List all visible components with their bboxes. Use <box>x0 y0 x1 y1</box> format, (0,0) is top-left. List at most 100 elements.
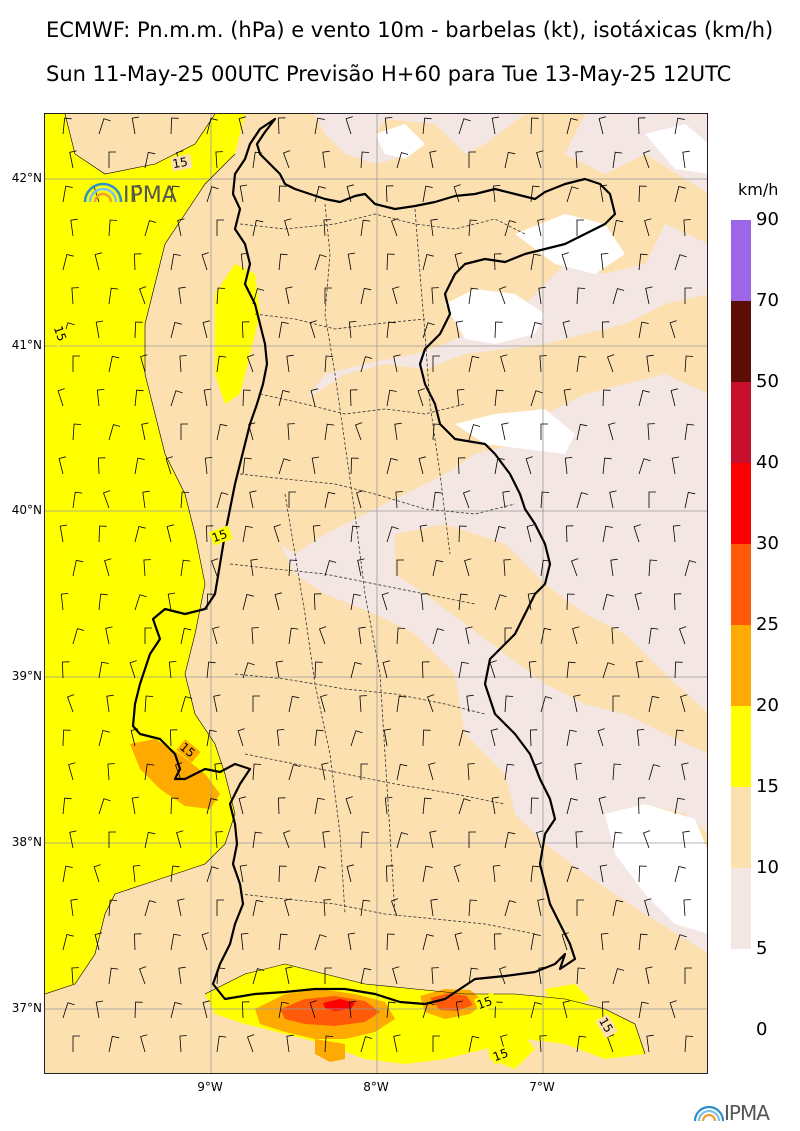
wind-barb <box>396 559 404 576</box>
wind-barb <box>240 253 249 271</box>
wind-barb <box>562 320 570 339</box>
wind-barb <box>648 491 656 508</box>
wind-barb <box>540 423 548 440</box>
wind-barb <box>214 762 222 781</box>
wind-barb <box>288 695 300 713</box>
wind-barb <box>354 422 363 441</box>
footer-logo-text: IPMA <box>724 1101 770 1125</box>
wind-barb <box>170 1002 182 1019</box>
wind-barb <box>454 932 462 951</box>
wind-barb <box>464 558 472 577</box>
wind-barb <box>432 491 443 509</box>
wind-barb <box>575 831 583 849</box>
wind-barbs <box>57 116 697 1053</box>
wind-barb <box>453 184 461 203</box>
wind-barb <box>419 524 428 543</box>
wind-barb <box>97 457 106 475</box>
wind-barb <box>205 525 214 543</box>
legend-unit: km/h <box>738 180 779 199</box>
wind-barb <box>252 763 262 781</box>
wind-barb <box>432 1035 440 1052</box>
wind-barb <box>284 218 292 237</box>
wind-barb <box>277 797 286 815</box>
wind-barb <box>206 729 217 747</box>
wind-barb <box>647 423 655 441</box>
wind-barb <box>237 728 245 747</box>
wind-barb <box>468 1035 480 1053</box>
wind-barb <box>536 150 544 169</box>
wind-barb <box>426 694 435 713</box>
wind-barb <box>144 900 157 917</box>
wind-barb <box>458 118 471 135</box>
wind-barb <box>561 252 569 271</box>
wind-barb <box>216 287 226 305</box>
wind-barb <box>278 458 291 475</box>
wind-barb <box>381 592 389 611</box>
wind-barb <box>98 661 109 679</box>
wind-barb <box>606 354 615 373</box>
wind-barb <box>432 559 444 577</box>
wind-barb <box>360 219 371 237</box>
wind-barb <box>324 287 332 304</box>
wind-barb <box>492 865 501 883</box>
wind-barb <box>638 390 650 407</box>
isotach-label: 15 <box>596 1015 616 1035</box>
wind-barb <box>674 729 684 747</box>
wind-barb <box>494 594 507 611</box>
wind-barb <box>462 490 471 509</box>
wind-barb <box>66 694 75 713</box>
wind-barb <box>284 898 292 917</box>
wind-barb <box>540 696 553 713</box>
wind-barb <box>669 320 677 339</box>
wind-barb <box>576 423 588 441</box>
wind-barb <box>466 694 474 713</box>
wind-barb <box>530 1002 542 1019</box>
wind-barb <box>346 184 354 203</box>
wind-barb <box>529 729 538 747</box>
wind-barb <box>180 696 193 713</box>
wind-barb <box>674 186 686 203</box>
wind-barb <box>134 457 145 475</box>
wind-barb <box>318 626 327 645</box>
wind-barb <box>62 117 72 135</box>
legend-color-box <box>731 544 751 625</box>
wind-barb <box>288 559 298 577</box>
wind-barb <box>62 934 74 951</box>
isotach-30-40-area <box>323 999 355 1011</box>
wind-barb <box>68 762 76 781</box>
wind-barb <box>455 1000 464 1019</box>
wind-barb <box>144 627 152 644</box>
wind-barb <box>565 525 574 543</box>
wind-barb <box>504 627 512 644</box>
lat-label-38: 38°N <box>11 835 42 849</box>
wind-barb <box>572 626 580 645</box>
wind-barb <box>249 490 257 509</box>
wind-barb <box>396 763 408 781</box>
wind-barb <box>429 150 437 169</box>
wind-barb <box>104 558 112 577</box>
wind-barb <box>278 253 288 271</box>
wind-barb <box>385 865 394 883</box>
wind-barb <box>537 898 545 917</box>
wind-barb <box>576 287 586 305</box>
wind-barb <box>250 558 258 577</box>
wind-barb <box>360 1036 373 1053</box>
wind-barb <box>422 797 432 815</box>
wind-barb <box>575 151 583 169</box>
wind-barb <box>276 729 285 747</box>
wind-barb <box>216 492 229 509</box>
wind-barb <box>602 662 615 679</box>
wind-barb <box>273 524 281 543</box>
wind-barb <box>392 286 400 305</box>
wind-barb <box>498 286 507 305</box>
wind-barb <box>131 116 140 135</box>
wind-barb <box>468 424 481 441</box>
wind-barb <box>348 321 357 339</box>
wind-barb <box>62 185 73 203</box>
wind-barb <box>314 661 323 679</box>
wind-barb <box>566 729 577 747</box>
isotach-label: 15 <box>475 994 494 1012</box>
wind-barb <box>429 830 437 849</box>
legend-level-label: 30 <box>756 533 779 554</box>
wind-barb <box>239 184 248 203</box>
